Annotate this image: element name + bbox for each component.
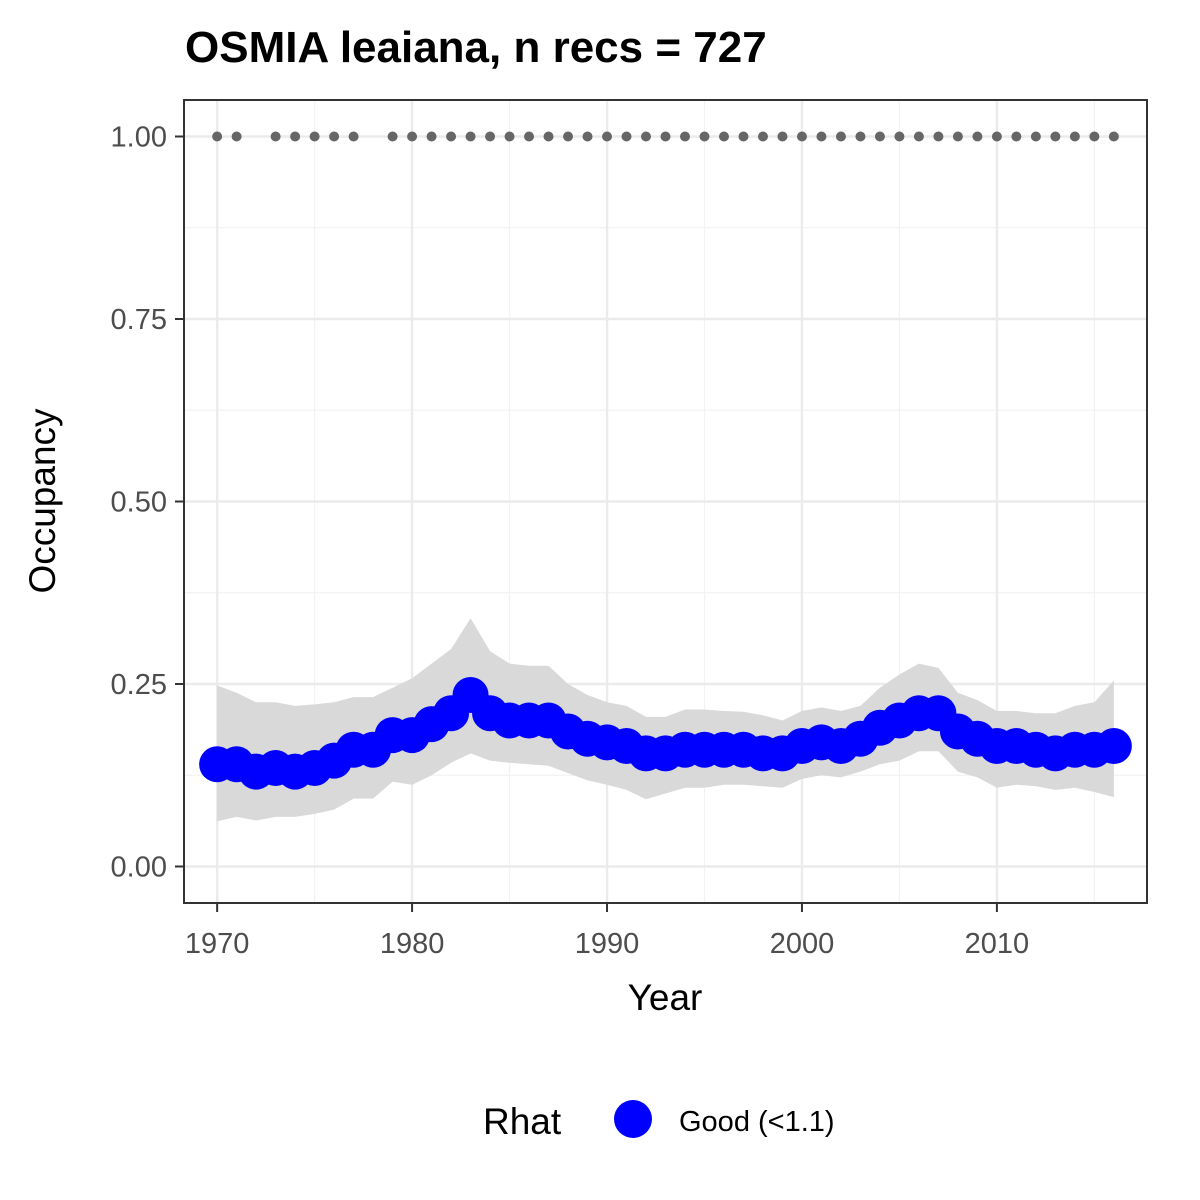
confidence-band <box>217 618 1114 822</box>
record-point <box>699 131 710 142</box>
record-point <box>465 131 476 142</box>
record-point <box>582 131 593 142</box>
record-points-layer <box>212 131 1119 142</box>
record-point <box>290 131 301 142</box>
x-axis-title: Year <box>628 977 703 1018</box>
record-point <box>543 131 554 142</box>
record-point <box>524 131 535 142</box>
record-point <box>504 131 515 142</box>
record-point <box>1050 131 1061 142</box>
y-tick-label: 0.00 <box>111 852 167 884</box>
record-point <box>348 131 359 142</box>
record-point <box>952 131 963 142</box>
x-tick-label: 2010 <box>965 928 1030 960</box>
record-point <box>387 131 398 142</box>
record-point <box>446 131 457 142</box>
record-point <box>796 131 807 142</box>
axes: 1970 1980 1990 2000 2010 0.00 0.25 0.50 0.75 1.00 <box>111 122 1030 961</box>
record-point <box>874 131 885 142</box>
occupancy-point <box>1095 728 1132 765</box>
x-tick-label: 1970 <box>185 928 250 960</box>
record-point <box>426 131 437 142</box>
record-point <box>212 131 223 142</box>
legend-label-good: Good (<1.1) <box>679 1106 835 1138</box>
record-point <box>894 131 905 142</box>
record-point <box>270 131 281 142</box>
y-tick-label: 0.75 <box>111 304 167 336</box>
record-point <box>757 131 768 142</box>
record-point <box>660 131 671 142</box>
record-point <box>816 131 827 142</box>
record-point <box>329 131 340 142</box>
legend-title: Rhat <box>483 1101 562 1142</box>
record-point <box>933 131 944 142</box>
y-tick-label: 0.25 <box>111 669 167 701</box>
record-point <box>1089 131 1100 142</box>
record-point <box>563 131 574 142</box>
y-axis-title: Occupancy <box>22 408 63 594</box>
record-point <box>679 131 690 142</box>
record-point <box>991 131 1002 142</box>
record-point <box>718 131 729 142</box>
record-point <box>1011 131 1022 142</box>
record-point <box>777 131 788 142</box>
record-point <box>835 131 846 142</box>
occupancy-points-layer <box>199 676 1132 790</box>
chart-title: OSMIA leaiana, n recs = 727 <box>185 23 767 72</box>
record-point <box>641 131 652 142</box>
record-point <box>972 131 983 142</box>
record-point <box>621 131 632 142</box>
confidence-band-layer <box>217 618 1114 822</box>
record-point <box>485 131 496 142</box>
record-point <box>309 131 320 142</box>
legend: Rhat Good (<1.1) <box>483 1100 835 1142</box>
record-point <box>738 131 749 142</box>
record-point <box>602 131 613 142</box>
x-tick-label: 1990 <box>575 928 640 960</box>
record-point <box>231 131 242 142</box>
record-point <box>855 131 866 142</box>
x-tick-label: 2000 <box>770 928 835 960</box>
y-tick-label: 1.00 <box>111 122 167 154</box>
record-point <box>1069 131 1080 142</box>
record-point <box>913 131 924 142</box>
record-point <box>407 131 418 142</box>
legend-key-good <box>614 1100 652 1138</box>
y-tick-label: 0.50 <box>111 487 167 519</box>
record-point <box>1108 131 1119 142</box>
record-point <box>1030 131 1041 142</box>
x-tick-label: 1980 <box>380 928 445 960</box>
